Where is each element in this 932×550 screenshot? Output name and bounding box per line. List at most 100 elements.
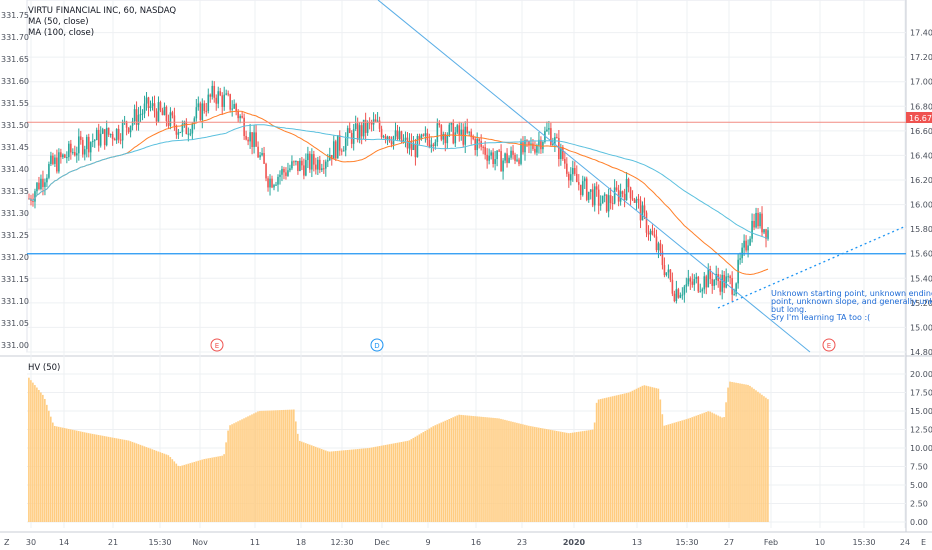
candle-body <box>410 140 413 151</box>
hv-bar <box>75 430 78 522</box>
candle-body <box>727 276 729 278</box>
hv-bar <box>109 437 112 522</box>
candle-body <box>237 111 239 119</box>
hv-bar <box>553 430 556 522</box>
event-marker[interactable] <box>822 338 836 352</box>
hv-bar <box>685 419 688 522</box>
hv-bar <box>338 450 341 522</box>
hv-bar <box>209 457 211 522</box>
hv-bar <box>540 428 542 522</box>
candle-body <box>583 178 586 182</box>
hv-bar <box>255 412 257 522</box>
candle-body <box>472 137 475 139</box>
hv-bar <box>348 449 351 522</box>
candle-body <box>647 232 650 235</box>
hv-bar <box>757 391 759 522</box>
candle-body <box>115 128 118 141</box>
hv-bar <box>460 414 462 522</box>
hv-bar <box>737 383 739 522</box>
candle-body <box>269 178 271 188</box>
hv-bar <box>601 398 604 522</box>
downtrend-line <box>377 0 811 353</box>
candle-body <box>223 94 226 107</box>
candle-body <box>360 125 363 137</box>
hv-bar <box>679 420 682 522</box>
candle-body <box>179 132 182 134</box>
hv-tick-label: 17.50 <box>910 389 932 398</box>
candle-body <box>432 144 435 147</box>
hv-bar <box>257 411 259 522</box>
candle-body <box>689 278 692 282</box>
candle-body <box>125 121 128 128</box>
legend-ma100[interactable]: MA (100, close) <box>28 28 94 38</box>
candle-body <box>177 132 180 135</box>
hv-bar <box>235 422 237 522</box>
hv-tick-label: 7.50 <box>910 463 928 472</box>
candle-body <box>344 138 347 151</box>
hv-bar <box>476 416 478 522</box>
y-right-tick-label: 16.80 <box>910 102 932 111</box>
hv-bar <box>119 439 122 522</box>
projected-trend-line <box>717 225 907 309</box>
candle-body <box>271 178 273 188</box>
candle-body <box>687 278 690 285</box>
hv-bar <box>360 448 363 522</box>
annotation-line-4: Sry I'm learning TA too :( <box>771 313 870 322</box>
candle-body <box>745 240 747 251</box>
hv-bar <box>546 429 548 522</box>
candle-body <box>496 150 498 160</box>
candle-body <box>631 198 634 200</box>
hv-bar <box>751 387 753 522</box>
hv-bar <box>623 393 626 522</box>
scale-buttons[interactable]: Z E <box>4 538 926 547</box>
candle-body <box>93 140 96 142</box>
hv-bar <box>30 380 32 522</box>
candle-body <box>77 136 80 154</box>
event-marker-label: E <box>215 342 219 350</box>
y-left-tick-label: 331.05 <box>1 319 29 328</box>
candle-body <box>532 143 534 149</box>
candle-body <box>406 137 409 149</box>
price-tag-value: 16.67 <box>909 114 932 123</box>
scale-button-z[interactable]: Z <box>4 538 10 547</box>
scale-button-e[interactable]: E <box>921 538 926 547</box>
candle-body <box>113 139 116 141</box>
candle-body <box>281 168 283 175</box>
hv-bar <box>362 448 365 522</box>
hv-bar <box>271 410 273 522</box>
hv-bar <box>273 410 275 522</box>
hv-bar <box>647 386 650 522</box>
y-left-tick-label: 331.30 <box>1 209 29 218</box>
candle-body <box>231 108 233 110</box>
y-left-tick-label: 331.50 <box>1 121 29 130</box>
hv-bar <box>187 463 190 522</box>
hv-bar <box>502 419 504 522</box>
hv-bar <box>500 418 502 522</box>
candle-body <box>173 115 176 126</box>
legend-hv[interactable]: HV (50) <box>28 363 60 373</box>
hv-bar <box>277 410 279 522</box>
candle-body <box>56 157 58 172</box>
hv-bar <box>81 431 84 522</box>
candle-body <box>235 104 237 112</box>
hv-bar <box>506 420 508 522</box>
hv-bar <box>663 425 666 522</box>
candle-body <box>601 195 604 204</box>
hv-tick-label: 15.00 <box>910 407 932 416</box>
hv-bar <box>71 429 74 522</box>
event-marker[interactable] <box>370 338 384 352</box>
candle-body <box>603 194 606 196</box>
hv-bar <box>223 454 225 522</box>
legend-ma50[interactable]: MA (50, close) <box>28 17 89 27</box>
candle-body <box>273 185 275 188</box>
candle-body <box>324 161 327 169</box>
candle-body <box>749 238 751 246</box>
candle-body <box>149 106 152 109</box>
hv-bar <box>765 397 767 522</box>
hv-tick-label: 10.00 <box>910 444 932 453</box>
hv-bar <box>370 447 373 522</box>
hv-bar <box>374 446 377 522</box>
event-marker[interactable] <box>210 338 224 352</box>
hv-bar <box>249 415 251 522</box>
